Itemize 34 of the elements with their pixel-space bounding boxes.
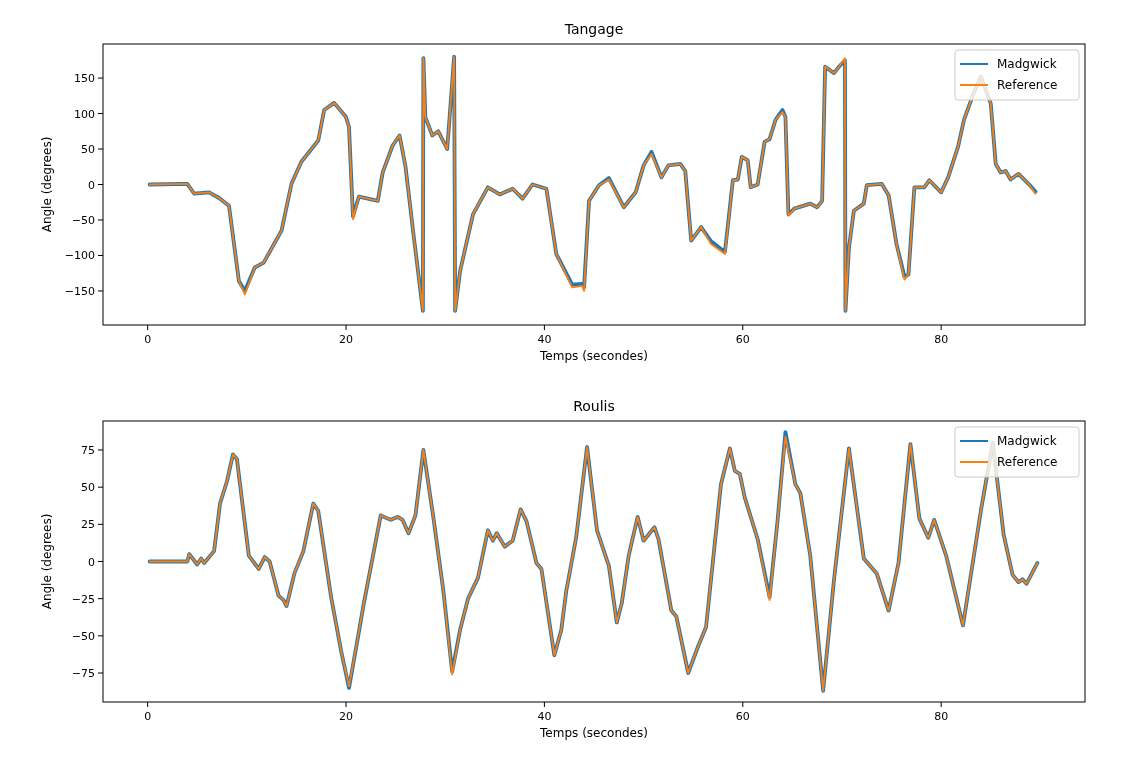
x-tick-label: 20: [339, 710, 354, 723]
x-tick-label: 0: [144, 710, 152, 723]
y-tick-label: 150: [74, 72, 95, 86]
y-tick-label: −150: [64, 284, 95, 298]
legend-label: Madgwick: [997, 434, 1057, 448]
x-tick-label: 40: [537, 710, 552, 723]
y-tick-label: −100: [64, 249, 95, 263]
x-tick-label: 60: [735, 710, 750, 723]
chart-title: Tangage: [563, 21, 624, 37]
x-tick-label: 20: [339, 333, 354, 346]
x-axis-title: Temps (secondes): [539, 349, 648, 363]
y-tick-label: −25: [71, 592, 95, 606]
x-tick-label: 0: [144, 333, 152, 346]
y-tick-label: 50: [81, 481, 95, 495]
y-tick-label: −50: [71, 629, 95, 643]
y-axis-title: Angle (degrees): [40, 136, 54, 233]
x-axis-title: Temps (secondes): [539, 726, 648, 740]
x-tick-label: 40: [537, 333, 552, 346]
x-tick-label: 80: [934, 710, 949, 723]
x-tick-label: 60: [735, 333, 750, 346]
y-axis-title: Angle (degrees): [40, 513, 54, 610]
y-tick-label: 0: [88, 178, 95, 192]
y-tick-label: −75: [71, 667, 95, 681]
legend-label: Reference: [997, 78, 1058, 92]
y-tick-label: 50: [81, 143, 95, 157]
y-tick-label: 25: [81, 518, 95, 532]
y-tick-label: −50: [71, 213, 95, 227]
chart-title: Roulis: [573, 398, 615, 414]
x-tick-label: 80: [934, 333, 949, 346]
y-tick-label: 0: [88, 555, 95, 569]
legend-label: Madgwick: [997, 57, 1057, 71]
y-tick-label: 100: [74, 107, 95, 121]
y-tick-label: 75: [81, 443, 95, 457]
legend-label: Reference: [997, 455, 1058, 469]
